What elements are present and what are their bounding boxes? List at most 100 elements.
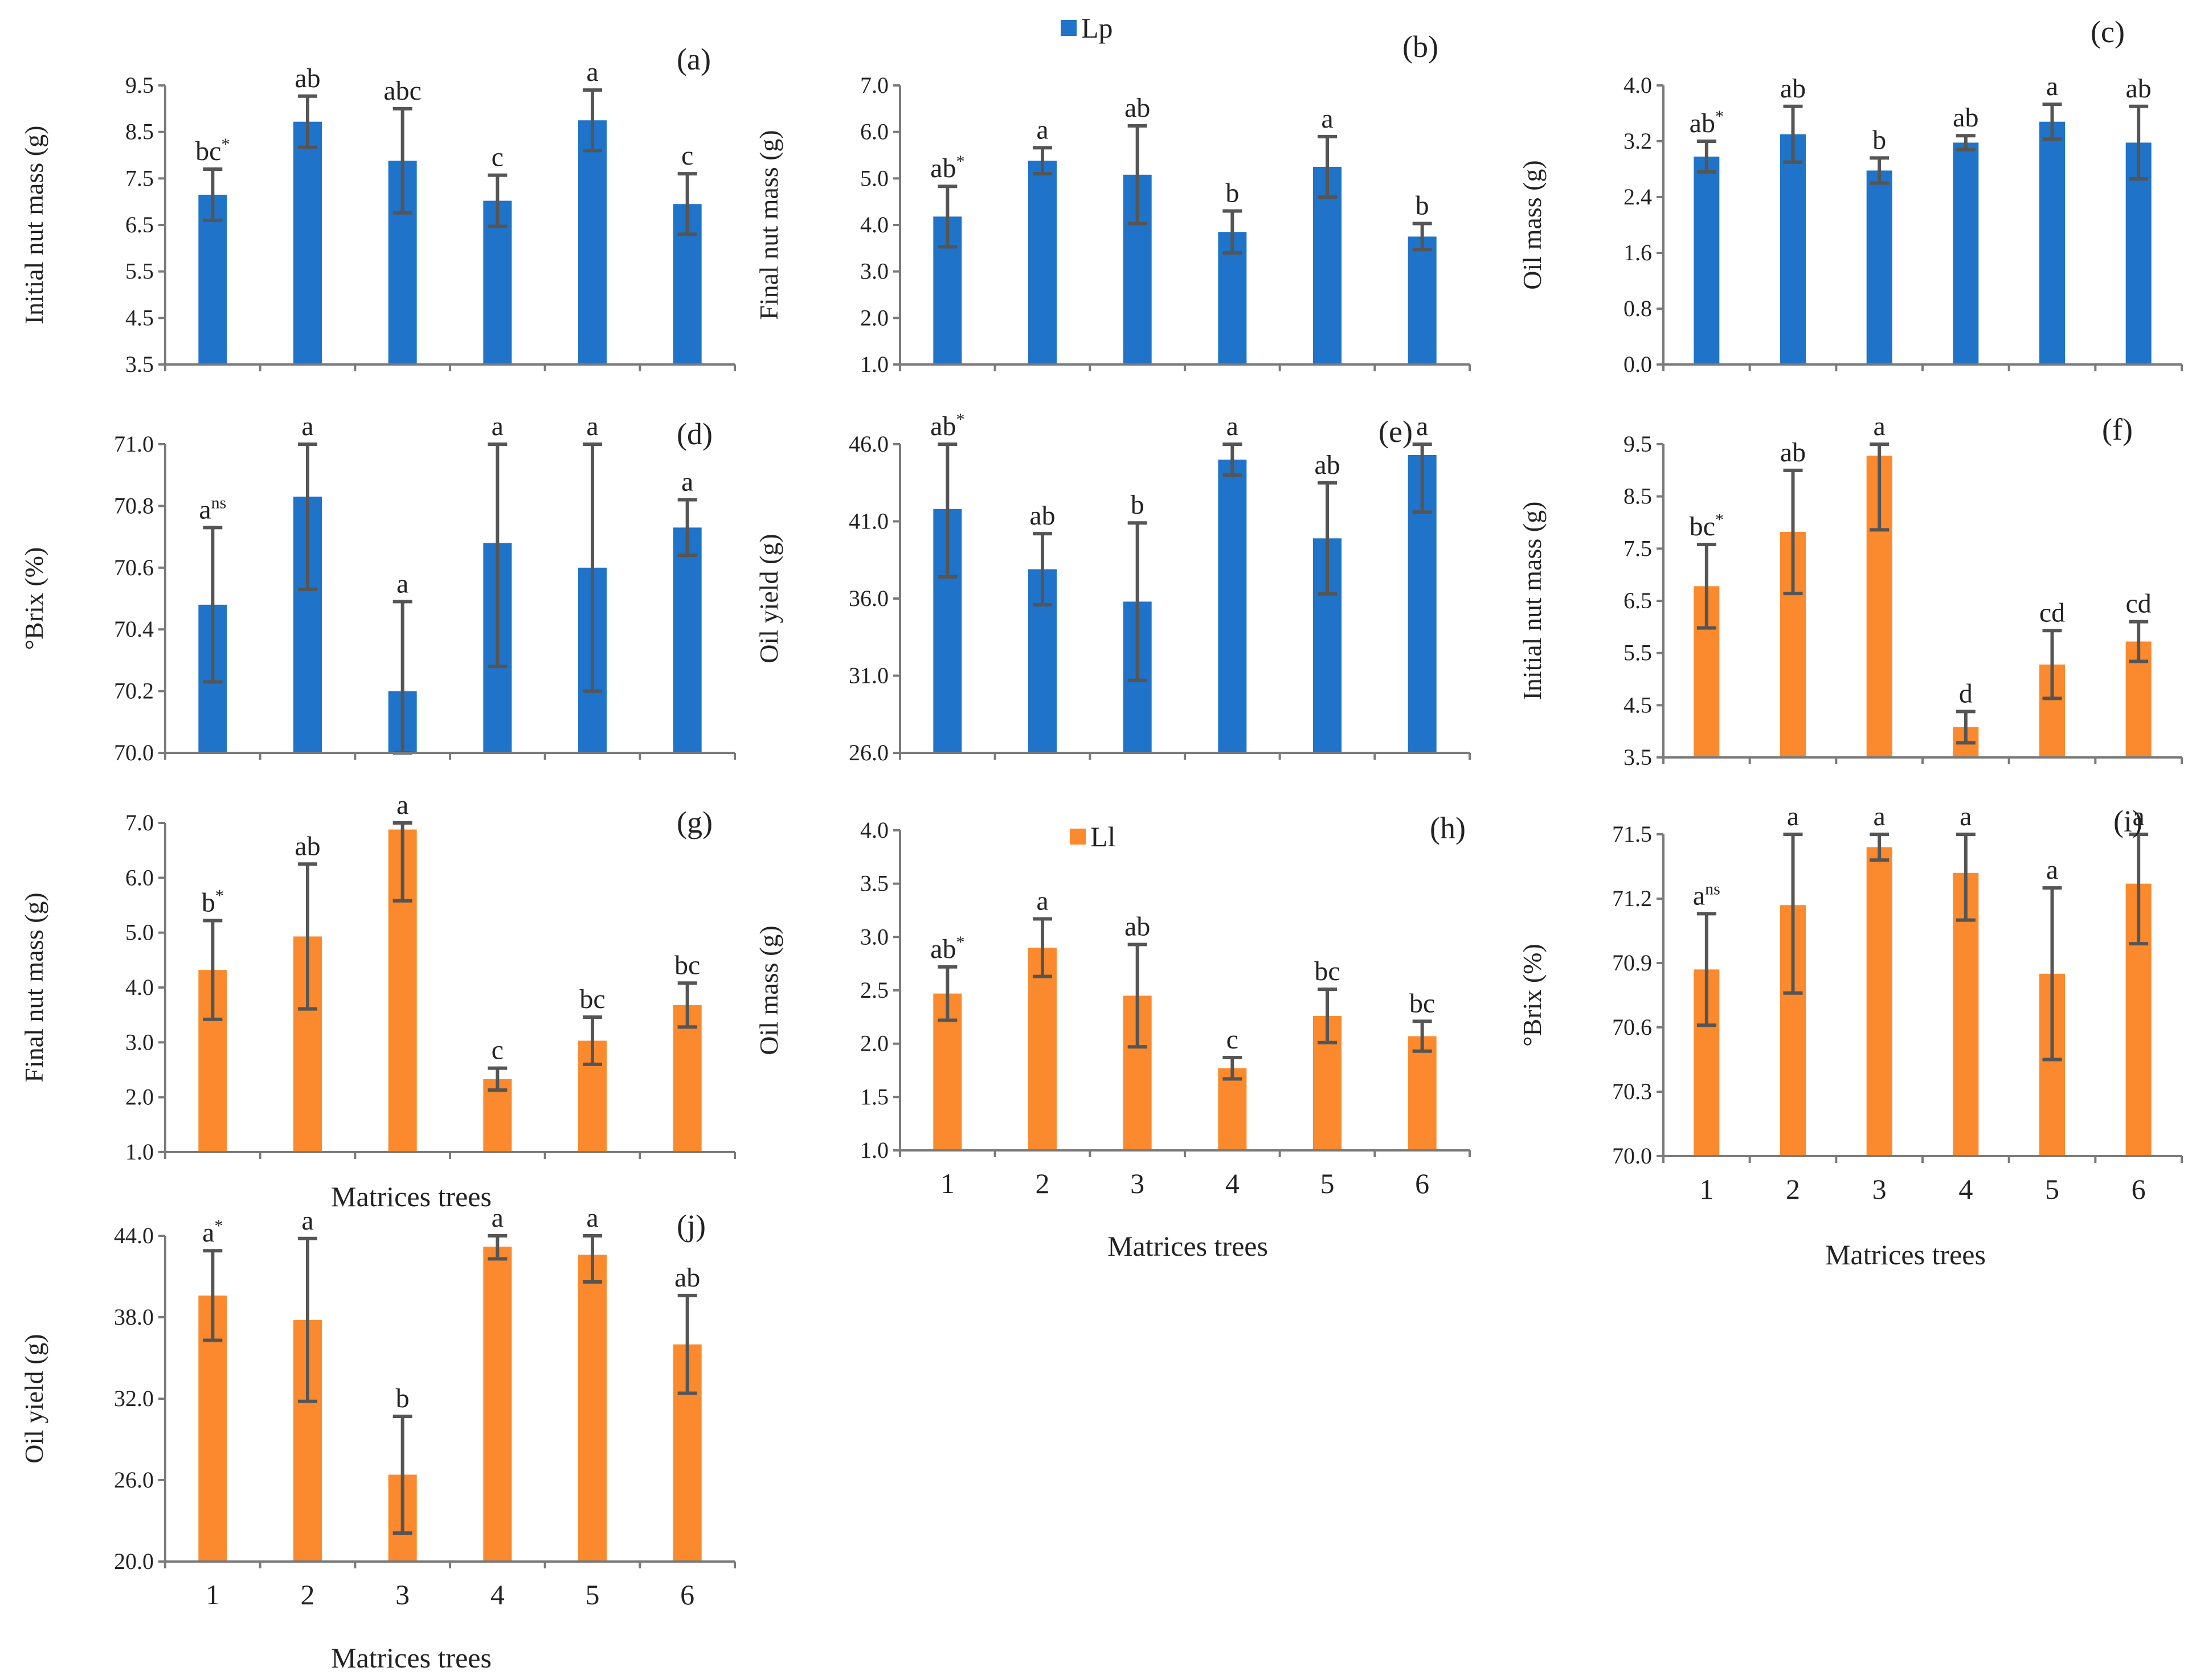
y-tick-label-i: 70.6 [1612,1014,1652,1040]
error-bar-j-3 [392,1414,412,1535]
y-tick-label-j: 20.0 [114,1548,154,1574]
sig-letter-d-5: a [586,411,598,441]
bar-a-2 [293,121,322,364]
y-tick-label-e: 31.0 [849,663,889,689]
x-tick-label-i: 6 [2132,1173,2146,1205]
sig-letter-c-4: ab [1953,103,1978,133]
panel-label-d: (d) [677,417,713,451]
sig-letter-h-6: bc [1409,988,1435,1018]
y-tick-label-j: 44.0 [114,1223,154,1248]
x-tick-label-j: 6 [680,1579,694,1611]
sig-letter-a-3: abc [383,76,422,106]
sig-letter-i-4: a [1960,801,1972,831]
error-bar-c-1 [1696,140,1716,174]
error-bar-j-5 [583,1234,602,1284]
sig-letter-b-5: a [1321,104,1333,134]
error-bar-j-1 [203,1249,223,1342]
x-axis-title-i: Matrices trees [1825,1239,1986,1271]
sig-letter-i-3: a [1874,801,1886,831]
y-tick-label-j: 38.0 [114,1304,154,1330]
bar-a-5 [578,120,607,364]
y-tick-label-a: 3.5 [125,351,154,377]
y-tick-label-b: 1.0 [860,351,889,377]
x-tick-label-i: 3 [1872,1173,1887,1205]
sig-letter-j-1: a* [202,1216,223,1248]
sig-letter-d-3: a [396,568,408,599]
y-axis-title-i: °Brix (%) [1518,944,1547,1047]
y-tick-label-d: 70.4 [114,616,154,642]
legend-lp: Lp [1061,12,1113,44]
bar-c-2 [1780,134,1806,364]
bar-b-2 [1028,161,1057,364]
bar-h-6 [1408,1036,1437,1150]
error-bar-a-3 [392,106,412,215]
y-tick-label-a: 8.5 [125,119,154,145]
error-bar-a-2 [298,94,317,149]
y-tick-label-j: 32.0 [114,1386,154,1411]
sig-letter-j-2: a [301,1206,313,1236]
panel-d: ans a a a a a 70.0 70.2 70.4 70.6 70.8 71.0 °Brix (%… [19,411,736,765]
y-tick-label-i: 70.9 [1612,950,1652,976]
sig-letter-g-1: b* [202,886,224,917]
sig-letter-h-1: ab* [930,933,964,964]
y-axis-title-c: Oil mass (g) [1518,160,1547,289]
sig-letter-f-5: cd [2039,597,2065,628]
bar-a-1 [198,194,227,364]
y-tick-label-c: 3.2 [1623,128,1652,154]
y-tick-label-g: 5.0 [125,920,154,945]
panel-a: bc* ab abc c a c 3.5 4.5 5.5 6.5 7.5 8.5 9.5 Initial … [19,42,736,377]
sig-letter-h-3: ab [1124,911,1150,941]
error-bar-e-1 [938,442,958,579]
y-axis-title-e: Oil yield (g) [754,534,783,663]
y-axis-title-a: Initial nut mass (g) [19,126,48,325]
x-tick-label-i: 1 [1699,1173,1713,1205]
bar-c-4 [1953,142,1979,364]
y-tick-label-d: 70.0 [114,740,154,765]
x-tick-label-h: 5 [1320,1167,1335,1199]
bar-d-6 [673,527,702,753]
sig-letter-e-6: a [1416,411,1428,441]
error-bar-a-6 [677,172,697,236]
error-bar-d-5 [583,442,602,693]
y-tick-label-b: 5.0 [860,165,889,191]
sig-letter-h-4: c [1226,1025,1238,1055]
y-tick-label-c: 2.4 [1623,184,1652,210]
sig-letter-c-6: ab [2126,73,2152,104]
error-bar-b-2 [1033,146,1052,176]
error-bar-i-2 [1783,833,1803,995]
x-tick-label-h: 3 [1130,1167,1144,1199]
y-tick-label-b: 7.0 [860,72,889,98]
y-tick-label-c: 0.0 [1623,351,1652,377]
bar-c-3 [1866,170,1892,364]
y-tick-label-h: 3.5 [860,871,889,896]
y-tick-label-h: 1.0 [860,1137,889,1163]
x-tick-label-j: 1 [206,1579,220,1611]
y-tick-label-i: 70.3 [1612,1079,1652,1104]
error-bar-f-5 [2042,629,2062,700]
y-tick-label-b: 4.0 [860,212,889,237]
y-tick-label-h: 1.5 [860,1084,889,1109]
y-tick-label-i: 70.0 [1612,1143,1652,1169]
x-tick-label-i: 2 [1786,1173,1800,1205]
y-tick-label-f: 5.5 [1623,640,1652,666]
sig-letter-g-2: ab [295,831,320,861]
sig-letter-g-3: a [396,790,408,820]
error-bar-d-2 [298,442,317,591]
sig-letter-b-2: a [1036,114,1048,145]
x-axis-title-j: Matrices trees [331,1642,492,1674]
panel-label-f: (f) [2102,412,2133,446]
bar-c-5 [2039,121,2065,364]
sig-letter-a-2: ab [295,63,320,93]
legend-ll-label: Ll [1090,821,1115,853]
y-tick-label-f: 9.5 [1623,431,1652,457]
panel-label-g: (g) [677,805,713,839]
error-bar-e-5 [1318,481,1337,596]
error-bar-g-6 [677,981,697,1029]
error-bar-e-2 [1033,532,1052,607]
sig-letter-c-2: ab [1780,73,1806,104]
error-bar-j-4 [488,1234,508,1261]
x-tick-label-j: 4 [490,1579,505,1611]
error-bar-f-2 [1783,468,1803,596]
y-axis-title-d: °Brix (%) [19,547,48,650]
sig-letter-g-4: c [492,1035,504,1066]
